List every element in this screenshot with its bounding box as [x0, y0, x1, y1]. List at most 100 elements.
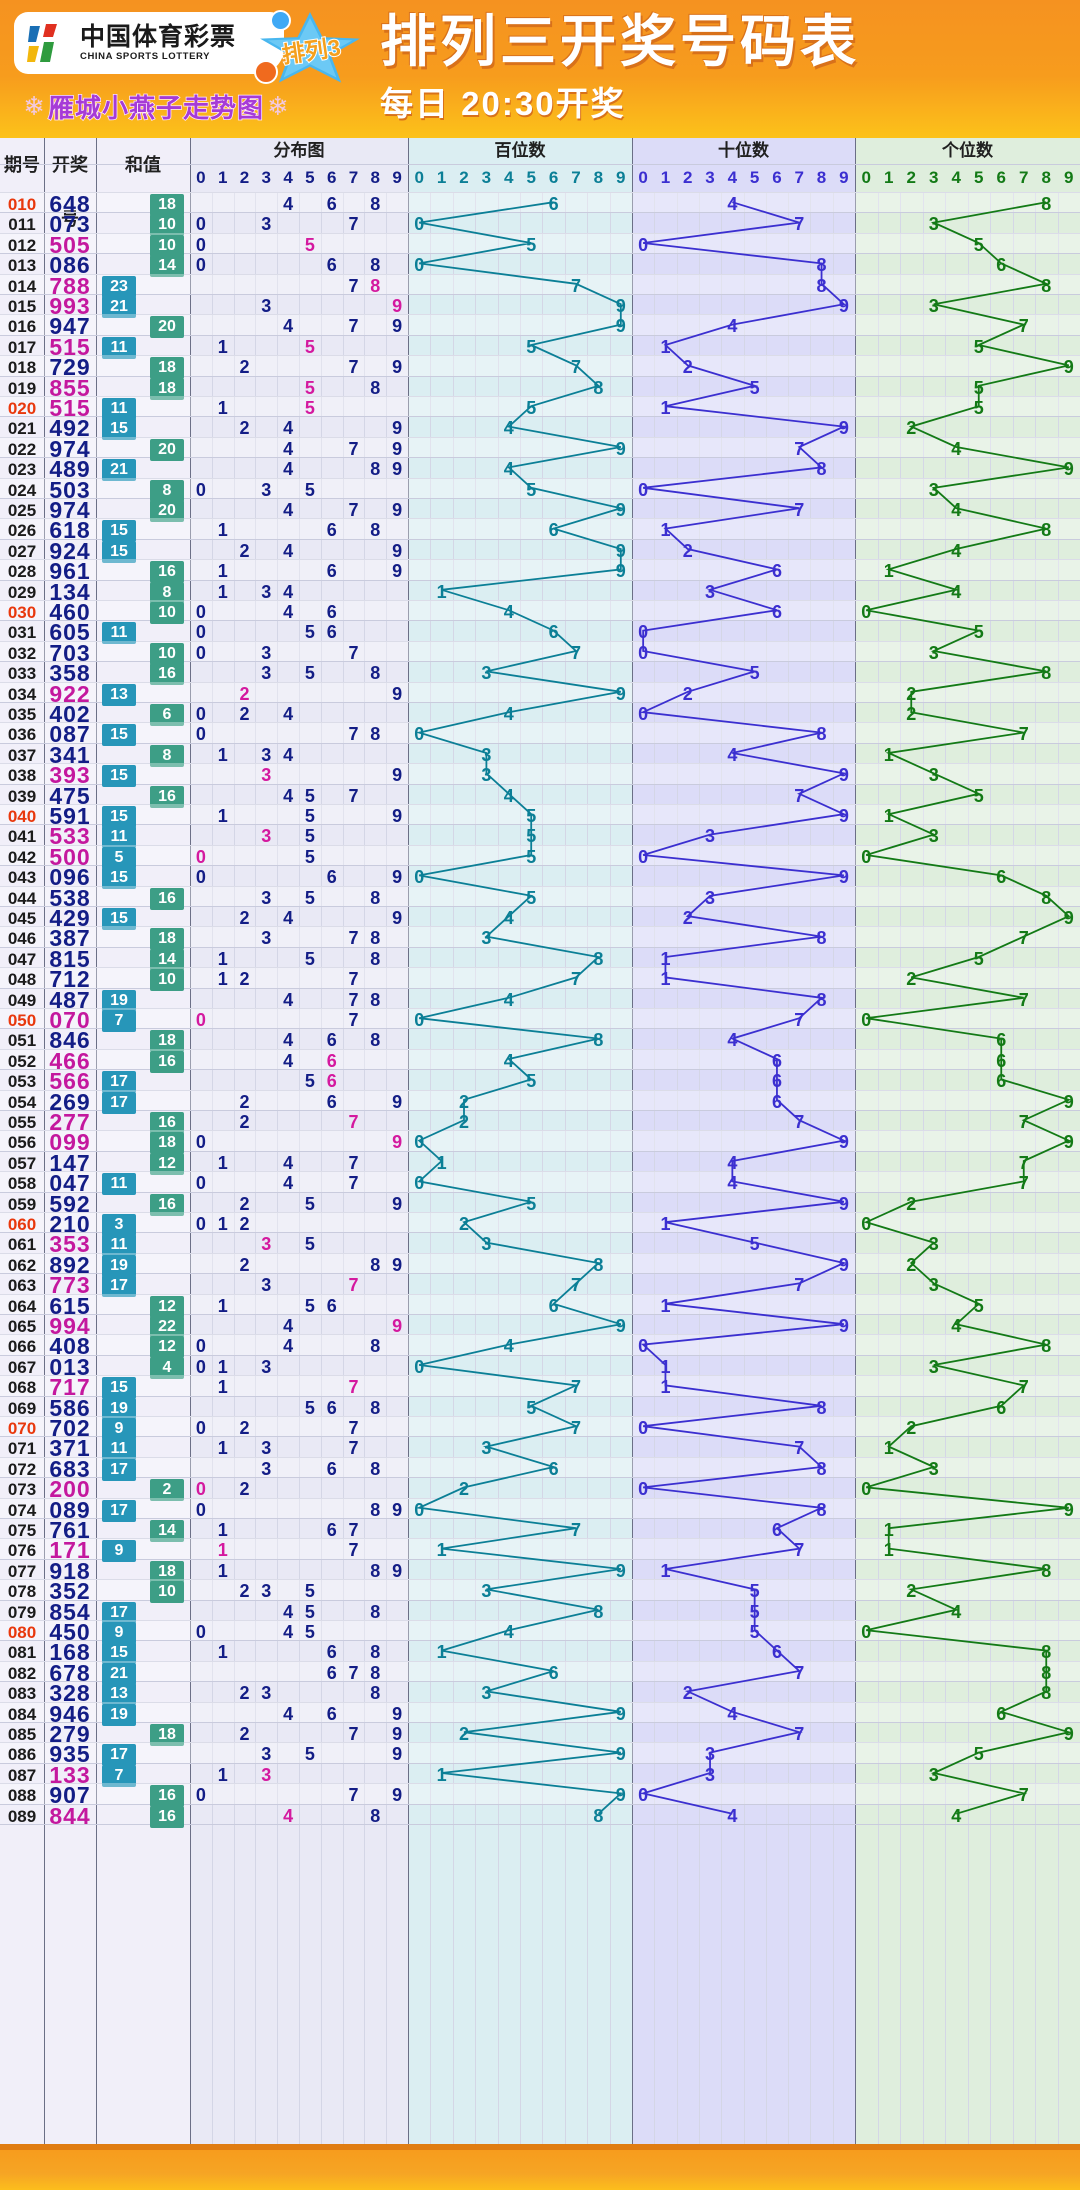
cell-draw: 073	[49, 211, 91, 238]
hundreds-point: 4	[503, 459, 514, 480]
cell-sum-badge: 15	[102, 806, 136, 828]
ones-point: 5	[973, 622, 984, 643]
ones-point: 5	[973, 377, 984, 398]
cell-issue: 068	[7, 1378, 37, 1398]
dist-digit: 3	[261, 1356, 272, 1377]
dist-digit: 5	[304, 846, 315, 867]
tens-point: 0	[638, 234, 649, 255]
ones-digit-header-7: 7	[1019, 168, 1029, 187]
cell-draw: 099	[49, 1129, 91, 1156]
dist-digit: 6	[326, 1662, 337, 1683]
dist-digit: 2	[239, 540, 250, 561]
dist-digit: 4	[283, 540, 294, 561]
cell-issue: 066	[7, 1337, 37, 1357]
dist-digit: 3	[261, 1683, 272, 1704]
cell-issue: 075	[7, 1521, 37, 1540]
dist-digit: 4	[283, 1336, 294, 1357]
hundreds-point: 1	[436, 581, 447, 602]
tens-point: 2	[682, 683, 693, 704]
column-header-draw: 开奖号	[52, 155, 88, 229]
cell-issue: 018	[7, 358, 37, 378]
tens-point: 1	[660, 1377, 671, 1398]
cell-sum-badge: 18	[150, 1030, 184, 1053]
cell-sum-badge: 10	[150, 602, 184, 624]
dist-digit: 9	[392, 1254, 403, 1275]
dist-digit: 1	[217, 1214, 228, 1234]
tens-point: 9	[838, 1316, 849, 1336]
dist-digit: 9	[392, 357, 403, 378]
dist-digit: 9	[392, 296, 403, 316]
ones-point: 1	[883, 744, 894, 765]
hundreds-point: 3	[481, 1683, 492, 1704]
ones-point: 8	[1041, 194, 1052, 214]
dist-digit: 5	[304, 1397, 315, 1418]
cell-draw: 475	[49, 782, 91, 809]
hundreds-point: 2	[458, 1214, 469, 1234]
tens-point: 3	[705, 826, 716, 847]
cell-sum-badge: 4	[150, 1356, 184, 1379]
cell-issue: 072	[7, 1459, 37, 1479]
hundreds-digit-header-2: 2	[459, 168, 469, 187]
ones-point: 5	[973, 398, 984, 418]
dist-digit: 4	[283, 1622, 294, 1642]
ones-point: 8	[1041, 1642, 1052, 1663]
hundreds-point: 2	[458, 1479, 469, 1500]
hundreds-point: 0	[414, 1173, 425, 1194]
cell-sum-badge: 11	[102, 826, 136, 849]
cell-issue: 046	[7, 929, 37, 949]
row-stripe-050	[0, 1008, 1080, 1029]
dist-digit: 0	[195, 642, 206, 663]
tens-point: 0	[638, 704, 649, 724]
dist-digit: 2	[239, 1683, 250, 1704]
dist-digit: 5	[304, 1071, 315, 1092]
tens-point: 0	[638, 1418, 649, 1438]
dist-digit: 7	[348, 1377, 359, 1398]
cell-issue: 010	[7, 195, 37, 214]
cell-issue: 026	[7, 521, 37, 541]
cell-draw: 538	[49, 884, 91, 911]
tens-point: 8	[816, 928, 827, 949]
dist-digit: 5	[304, 479, 315, 500]
cell-issue: 073	[7, 1480, 37, 1500]
ones-point: 6	[996, 1071, 1007, 1092]
tens-point: 6	[771, 602, 782, 622]
tens-digit-header-1: 1	[660, 168, 671, 187]
dist-digit: 5	[304, 948, 315, 969]
dist-digit: 8	[370, 928, 381, 949]
dist-digit: 5	[304, 826, 315, 847]
dist-digit: 0	[195, 1622, 206, 1642]
cell-sum-badge: 15	[102, 418, 136, 441]
cell-draw: 533	[49, 823, 91, 850]
dist-digit: 1	[217, 1642, 228, 1663]
dist-digit: 2	[239, 683, 250, 704]
cell-issue: 070	[7, 1419, 37, 1438]
ones-point: 4	[951, 1316, 962, 1336]
dist-digit: 6	[326, 1397, 337, 1418]
cell-issue: 037	[7, 745, 37, 765]
cell-sum-badge: 16	[150, 1805, 184, 1828]
column-separator-5	[855, 138, 856, 2146]
hundreds-point: 4	[503, 602, 514, 622]
dist-digit: 9	[392, 1091, 403, 1112]
hundreds-point: 9	[615, 500, 626, 520]
subbrand-text: 雁城小燕子走势图	[47, 92, 264, 124]
ones-point: 2	[906, 418, 917, 439]
tens-point: 0	[638, 642, 649, 663]
hundreds-point: 5	[526, 1193, 537, 1214]
dist-digit: 5	[304, 1581, 315, 1602]
cell-sum-badge: 19	[102, 1397, 136, 1420]
ones-point: 9	[1063, 459, 1074, 480]
ones-point: 3	[928, 765, 939, 786]
cell-sum-badge: 15	[102, 1642, 136, 1665]
dist-digit: 4	[283, 500, 294, 520]
hundreds-digit-header-0: 0	[414, 168, 424, 187]
ones-point: 2	[906, 704, 917, 724]
dist-digit: 4	[283, 989, 294, 1010]
cell-issue: 055	[7, 1113, 37, 1132]
dist-digit: 7	[348, 1785, 359, 1806]
tens-point: 6	[771, 1642, 782, 1663]
dist-digit: 7	[348, 357, 359, 378]
hundreds-point: 8	[593, 948, 604, 969]
cell-issue: 052	[7, 1051, 37, 1071]
ones-point: 1	[883, 561, 894, 582]
